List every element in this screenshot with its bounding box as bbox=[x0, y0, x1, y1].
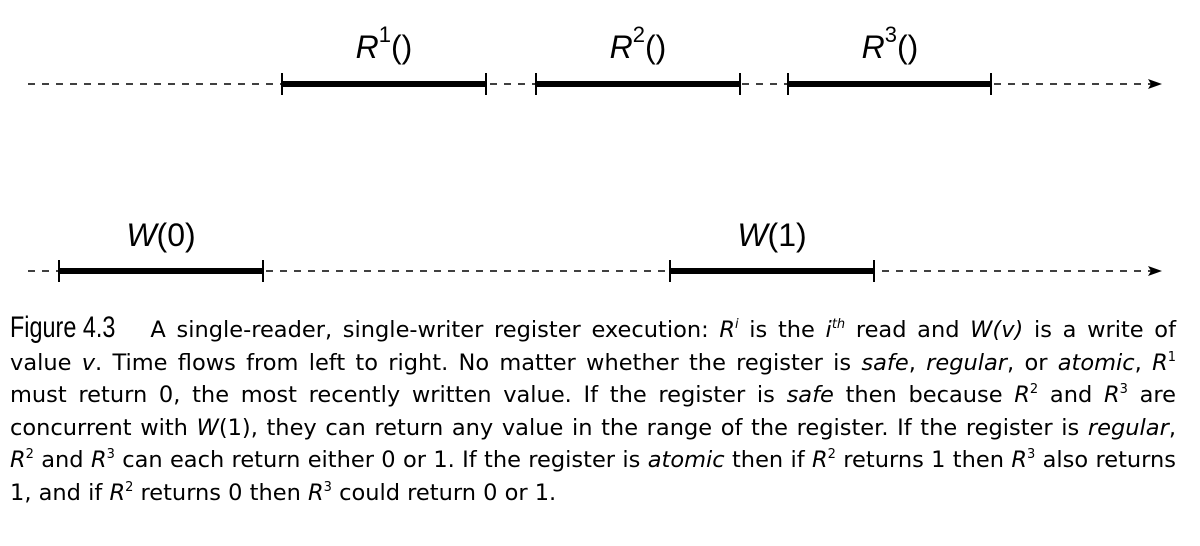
svg-text:W(0): W(0) bbox=[126, 217, 195, 253]
caption-segment: 3 bbox=[1119, 382, 1128, 397]
caption-text: A single-reader, single-writer register … bbox=[10, 317, 1176, 506]
reader-op-1-name: R bbox=[356, 29, 379, 65]
caption-segment: is the bbox=[738, 317, 826, 343]
caption-segment: are concurrent with bbox=[10, 382, 1176, 441]
caption-segment: R bbox=[109, 479, 126, 506]
caption-segment: R bbox=[1014, 382, 1030, 408]
caption-segment: i bbox=[735, 317, 739, 332]
caption-segment: th bbox=[831, 317, 846, 332]
caption-segment: safe bbox=[786, 382, 834, 408]
caption-segment: 2 bbox=[827, 447, 836, 462]
caption-segment: can each return either 0 or 1. If the re… bbox=[114, 447, 648, 473]
figure-label: Figure 4.3 bbox=[10, 311, 116, 344]
caption-segment: 2 bbox=[1029, 382, 1039, 397]
caption-segment: R bbox=[1103, 382, 1120, 408]
caption-segment: is a write of value bbox=[10, 317, 1176, 376]
caption-segment: atomic bbox=[647, 447, 725, 473]
caption-segment: , or bbox=[1007, 349, 1058, 376]
caption-segment: W(v) bbox=[970, 317, 1024, 343]
caption-segment: R bbox=[308, 479, 324, 506]
writer-op-1-suffix: (0) bbox=[157, 217, 196, 253]
caption-segment: (1), they can return any value in the ra… bbox=[218, 414, 1088, 441]
caption-segment: read and bbox=[845, 317, 971, 343]
caption-segment: returns 0 then bbox=[133, 479, 308, 506]
caption-segment: R bbox=[90, 447, 107, 473]
timing-diagram: R1() R2() R3() W(0) W(1) bbox=[28, 22, 1162, 282]
reader-op-3-sup: 3 bbox=[885, 22, 897, 47]
caption-segment: R bbox=[812, 447, 828, 473]
reader-op-1-sup: 1 bbox=[379, 22, 391, 47]
caption-segment: , bbox=[1134, 349, 1153, 376]
caption-segment: regular bbox=[926, 349, 1008, 376]
caption-segment: then if bbox=[724, 447, 813, 473]
caption-segment: v bbox=[81, 349, 96, 376]
reader-op-1: R1() bbox=[281, 22, 487, 95]
caption-segment: , bbox=[1168, 414, 1176, 441]
caption-segment: 3 bbox=[1026, 447, 1036, 462]
caption-segment: A single-reader, single-writer register … bbox=[150, 317, 720, 343]
caption-segment: and bbox=[33, 447, 91, 473]
writer-op-2-name: W bbox=[737, 217, 770, 253]
figure-caption: Figure 4.3 A single-reader, single-write… bbox=[10, 311, 1176, 509]
svg-text:R2(): R2() bbox=[610, 22, 667, 65]
svg-text:R3(): R3() bbox=[862, 22, 919, 65]
reader-op-3: R3() bbox=[787, 22, 992, 95]
caption-segment: atomic bbox=[1057, 349, 1135, 376]
caption-segment: then because bbox=[833, 382, 1015, 408]
reader-op-2-sup: 2 bbox=[633, 22, 645, 47]
reader-op-2-name: R bbox=[610, 29, 633, 65]
reader-op-2: R2() bbox=[535, 22, 741, 95]
caption-segment: W bbox=[196, 414, 219, 441]
caption-segment: R bbox=[1152, 349, 1168, 376]
writer-op-2: W(1) bbox=[669, 217, 875, 282]
reader-op-3-name: R bbox=[862, 29, 885, 65]
caption-segment: 2 bbox=[25, 447, 34, 462]
writer-op-1: W(0) bbox=[58, 217, 264, 282]
caption-segment: 2 bbox=[125, 479, 134, 495]
reader-op-1-suffix: () bbox=[391, 29, 412, 65]
caption-segment: . Time flows from left to right. No matt… bbox=[95, 349, 862, 376]
caption-segment: i bbox=[825, 317, 832, 343]
caption-segment: returns 1 then bbox=[835, 447, 1012, 473]
caption-segment: 3 bbox=[106, 447, 115, 462]
caption-segment: also returns 1, and if bbox=[10, 447, 1176, 506]
caption-segment: R bbox=[719, 317, 735, 343]
caption-segment: must return 0, the most recently written… bbox=[10, 382, 787, 408]
caption-segment: R bbox=[1011, 447, 1027, 473]
caption-segment: and bbox=[1038, 382, 1104, 408]
caption-segment: R bbox=[10, 447, 26, 473]
caption-segment: could return 0 or 1. bbox=[331, 479, 557, 506]
caption-segment: regular bbox=[1087, 414, 1169, 441]
caption-segment: 1 bbox=[1167, 349, 1176, 365]
reader-op-3-suffix: () bbox=[897, 29, 918, 65]
svg-text:R1(): R1() bbox=[356, 22, 413, 65]
caption-segment: , bbox=[908, 349, 927, 376]
svg-text:W(1): W(1) bbox=[737, 217, 806, 253]
writer-op-1-name: W bbox=[126, 217, 159, 253]
caption-segment: safe bbox=[861, 349, 909, 376]
writer-op-2-suffix: (1) bbox=[768, 217, 807, 253]
reader-op-2-suffix: () bbox=[645, 29, 666, 65]
caption-segment: 3 bbox=[323, 479, 332, 495]
